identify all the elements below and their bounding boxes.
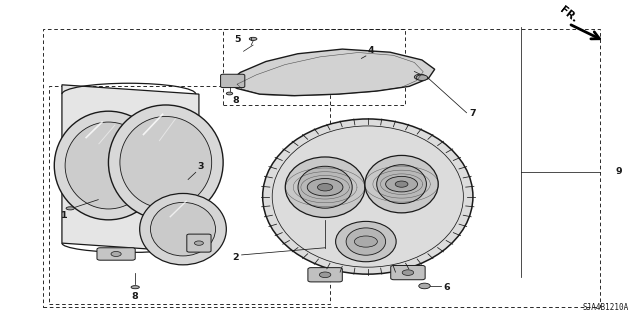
Ellipse shape	[140, 193, 227, 265]
FancyBboxPatch shape	[97, 248, 135, 260]
Ellipse shape	[54, 111, 163, 220]
Ellipse shape	[66, 207, 74, 210]
Text: 8: 8	[132, 292, 139, 301]
Text: 3: 3	[198, 162, 204, 171]
Circle shape	[402, 270, 413, 275]
Ellipse shape	[120, 116, 212, 208]
Text: SJA4B1210A: SJA4B1210A	[583, 303, 629, 312]
Circle shape	[419, 283, 430, 289]
Ellipse shape	[346, 228, 386, 255]
Ellipse shape	[131, 286, 140, 289]
Ellipse shape	[150, 202, 216, 256]
Bar	[223, 29, 404, 105]
Text: 5: 5	[234, 35, 241, 44]
FancyBboxPatch shape	[391, 265, 425, 280]
Circle shape	[355, 236, 378, 247]
Ellipse shape	[227, 92, 233, 95]
Circle shape	[416, 75, 428, 80]
FancyBboxPatch shape	[221, 74, 245, 88]
Ellipse shape	[65, 122, 152, 209]
Polygon shape	[62, 85, 199, 252]
Circle shape	[195, 241, 204, 245]
Polygon shape	[228, 49, 435, 96]
Circle shape	[395, 181, 408, 187]
Ellipse shape	[108, 105, 223, 220]
Ellipse shape	[365, 155, 438, 213]
Text: 8: 8	[232, 96, 239, 105]
Text: 4: 4	[368, 46, 374, 55]
Ellipse shape	[335, 221, 396, 262]
Text: 6: 6	[443, 283, 450, 292]
Ellipse shape	[262, 119, 473, 274]
Ellipse shape	[285, 157, 365, 218]
FancyBboxPatch shape	[187, 234, 211, 252]
Bar	[49, 86, 330, 304]
Circle shape	[111, 251, 121, 256]
Circle shape	[386, 176, 417, 192]
Ellipse shape	[249, 37, 257, 41]
Circle shape	[319, 272, 331, 278]
Circle shape	[307, 179, 343, 196]
Text: 1: 1	[61, 211, 68, 220]
Text: 7: 7	[469, 109, 476, 118]
Ellipse shape	[298, 166, 352, 208]
Text: 2: 2	[232, 253, 239, 262]
Text: 9: 9	[615, 167, 621, 176]
Circle shape	[317, 183, 333, 191]
Text: FR.: FR.	[557, 5, 579, 25]
Bar	[43, 29, 600, 307]
Circle shape	[414, 74, 426, 80]
Ellipse shape	[377, 165, 426, 204]
FancyBboxPatch shape	[308, 268, 342, 282]
